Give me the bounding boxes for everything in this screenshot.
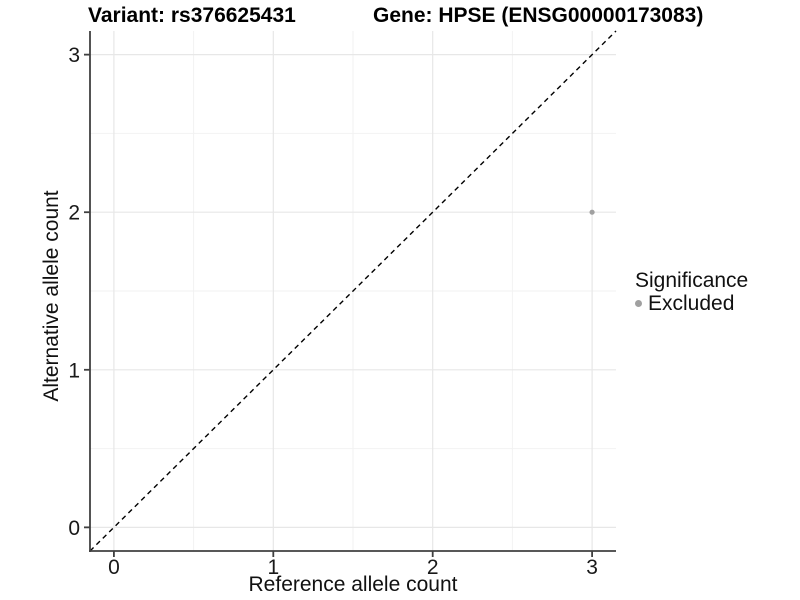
gene-title: Gene: HPSE (ENSG00000173083) (373, 4, 704, 27)
y-tick-label: 3 (68, 44, 80, 67)
legend-point-icon (635, 300, 642, 307)
y-tick-label: 0 (68, 517, 80, 540)
variant-title: Variant: rs376625431 (88, 4, 296, 27)
y-tick-label: 1 (68, 359, 80, 382)
data-point (589, 209, 595, 215)
legend-key (629, 300, 648, 307)
x-tick-label: 2 (427, 556, 439, 579)
legend: Significance Excluded (629, 269, 748, 315)
x-tick-label: 3 (586, 556, 598, 579)
legend-item-label: Excluded (648, 292, 735, 315)
x-axis-label: Reference allele count (248, 573, 458, 596)
identity-reference-line (89, 30, 617, 552)
legend-title: Significance (635, 269, 749, 292)
y-axis-label: Alternative allele count (40, 190, 63, 402)
legend-item: Excluded (629, 292, 748, 315)
x-tick-label: 0 (108, 556, 120, 579)
y-tick-label: 2 (68, 202, 80, 225)
x-tick-label: 1 (267, 556, 279, 579)
legend-items: Excluded (629, 292, 748, 315)
